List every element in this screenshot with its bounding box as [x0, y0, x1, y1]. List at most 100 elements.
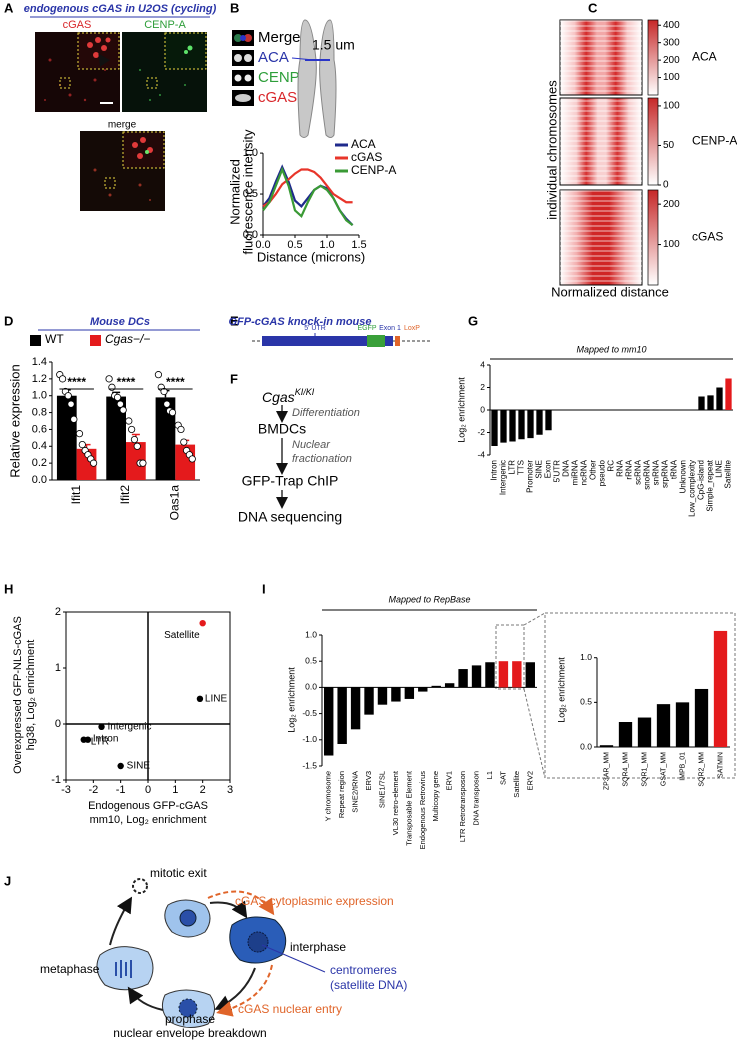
scatter-point [117, 762, 124, 770]
bar [675, 702, 690, 747]
y-tick-label: 0.6 [32, 423, 47, 435]
channel-label: Merge [258, 29, 301, 46]
panel-letter: H [4, 581, 13, 596]
x-axis-label: mm10, Log₂ enrichment [90, 814, 207, 826]
x-tick-label: SINE [535, 460, 544, 479]
x-tick-label: 0.5 [287, 239, 302, 251]
bar [337, 687, 347, 744]
bar [126, 442, 146, 480]
chromosome [291, 19, 337, 138]
x-tick-label: snoRNA [643, 459, 652, 489]
x-tick-label: Satellite [512, 771, 521, 798]
x-tick-label: CpG-island [697, 460, 706, 500]
y-tick-label: 0.0 [243, 229, 258, 241]
y-tick-label: 1.2 [32, 373, 47, 385]
stage-label: nuclear envelope breakdown [113, 1026, 266, 1040]
flow-transition: Differentiation [292, 407, 360, 419]
bar [471, 665, 482, 688]
colorbar [647, 97, 659, 186]
colorbar-tick-label: 100 [663, 72, 680, 83]
bar [545, 410, 552, 431]
bar [656, 704, 671, 747]
data-point [188, 455, 196, 463]
cell-cycle-diagram [96, 878, 326, 1028]
panel-letter: F [230, 371, 238, 386]
genotype: KI/KI [295, 387, 315, 397]
channel-label: ACA [258, 49, 289, 66]
x-tick-label: DNA transposon [472, 771, 481, 826]
bar [324, 687, 334, 756]
data-point [125, 417, 133, 425]
data-point [154, 371, 163, 379]
y-tick-label: 0.8 [32, 406, 47, 418]
bar [694, 688, 709, 747]
data-point [78, 440, 86, 449]
panel-letter: G [468, 313, 478, 328]
line-series [262, 166, 354, 227]
bar [485, 662, 495, 688]
y-tick-label: 0 [55, 718, 61, 730]
x-axis-label: Distance (microns) [257, 249, 365, 264]
chart-title: Mapped to RepBase [388, 594, 470, 604]
line-series [262, 164, 354, 226]
x-tick-label: 1 [172, 784, 178, 796]
bar [391, 687, 401, 702]
data-point [89, 459, 98, 467]
data-point [119, 406, 127, 414]
x-axis-label: Normalized distance [551, 284, 669, 299]
significance: **** [67, 375, 86, 389]
y-axis-label: Normalized [227, 159, 242, 225]
bar [364, 687, 374, 715]
line-series [262, 168, 353, 208]
bar [509, 410, 516, 442]
flow-step: DNA sequencing [238, 509, 342, 525]
scatter-point [98, 723, 105, 730]
x-tick-label: Ifit1 [69, 485, 83, 505]
gene-diagram [252, 333, 430, 347]
data-point [108, 383, 116, 391]
x-tick-label: Y chromosome [324, 771, 333, 821]
x-tick-label: SAT [498, 771, 507, 785]
bar [377, 687, 388, 705]
y-tick-label: 0.0 [580, 741, 592, 751]
y-axis-label: hg38, Log₂ enrichment [25, 640, 37, 751]
bar [155, 397, 176, 480]
panel-title: Mouse DCs [90, 316, 150, 328]
point-label: SINE [127, 761, 151, 772]
panel-letter: D [4, 313, 13, 328]
y-tick-label: -1.5 [302, 760, 317, 770]
data-point [168, 408, 177, 417]
x-tick-label: RNA [616, 459, 625, 477]
x-tick-label: Other [589, 460, 598, 480]
heatmap-label: ACA [692, 50, 717, 64]
point-label: LTR [91, 736, 109, 747]
y-tick-label: -1 [51, 774, 61, 786]
scale-label: 1.5 um [312, 37, 355, 53]
x-tick-label: TTS [517, 460, 526, 475]
x-tick-label: Multicopy gene [431, 771, 440, 821]
data-point [67, 400, 75, 408]
zoom-guide [495, 612, 736, 779]
x-tick-label: SQR4_MM [622, 752, 629, 787]
y-tick-label: -2 [477, 427, 485, 437]
y-tick-label: 0.0 [32, 474, 47, 486]
bar [498, 661, 509, 688]
panel-letter: E [230, 313, 239, 328]
legend-label: WT [45, 332, 64, 346]
x-tick-label: -3 [61, 784, 71, 796]
legend-label: Cgas−/− [105, 332, 150, 346]
x-tick-label: tRNA [670, 459, 679, 479]
bar [525, 662, 535, 688]
x-tick-label: 5'UTR [553, 460, 562, 483]
bar [725, 378, 732, 410]
bar [491, 410, 498, 446]
y-tick-label: 0.0 [305, 682, 317, 692]
x-tick-label: VL30 retro-element [391, 770, 400, 835]
x-tick-label: Oas1a [168, 485, 182, 521]
y-axis-label: Log₂ enrichment [456, 377, 466, 443]
x-tick-label: L1 [485, 771, 494, 779]
y-tick-label: 1.0 [32, 390, 47, 402]
image-label: merge [108, 120, 137, 131]
bar [698, 396, 705, 410]
